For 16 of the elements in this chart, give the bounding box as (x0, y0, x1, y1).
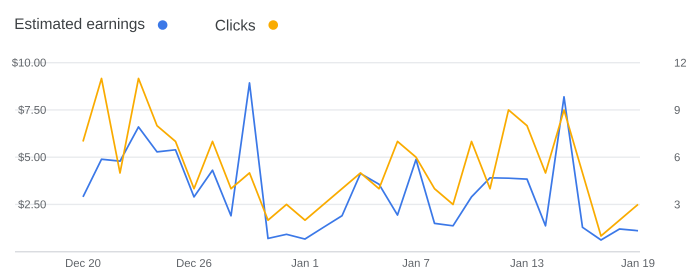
y2-tick-label: 9 (674, 106, 680, 114)
legend-label: Clicks (216, 19, 256, 31)
y-tick-label: $10.00 (12, 58, 46, 68)
x-tick-label: Dec 20 (66, 259, 100, 268)
x-tick-label: Jan 19 (621, 259, 654, 268)
y2-tick-label: 12 (674, 58, 686, 67)
x-tick-label: Dec 26 (177, 259, 212, 268)
y2-tick-label: 3 (674, 200, 680, 208)
x-tick-label: Jan 1 (291, 259, 318, 267)
y-tick-label: $2.50 (18, 200, 46, 210)
y-tick-label: $7.50 (18, 105, 46, 115)
x-tick-label: Jan 7 (402, 259, 430, 267)
legend-label: Estimated earnings (16, 18, 144, 32)
y-tick-label: $5.00 (18, 152, 46, 162)
x-tick-label: Jan 13 (510, 259, 544, 268)
y2-tick-label: 6 (674, 153, 680, 162)
